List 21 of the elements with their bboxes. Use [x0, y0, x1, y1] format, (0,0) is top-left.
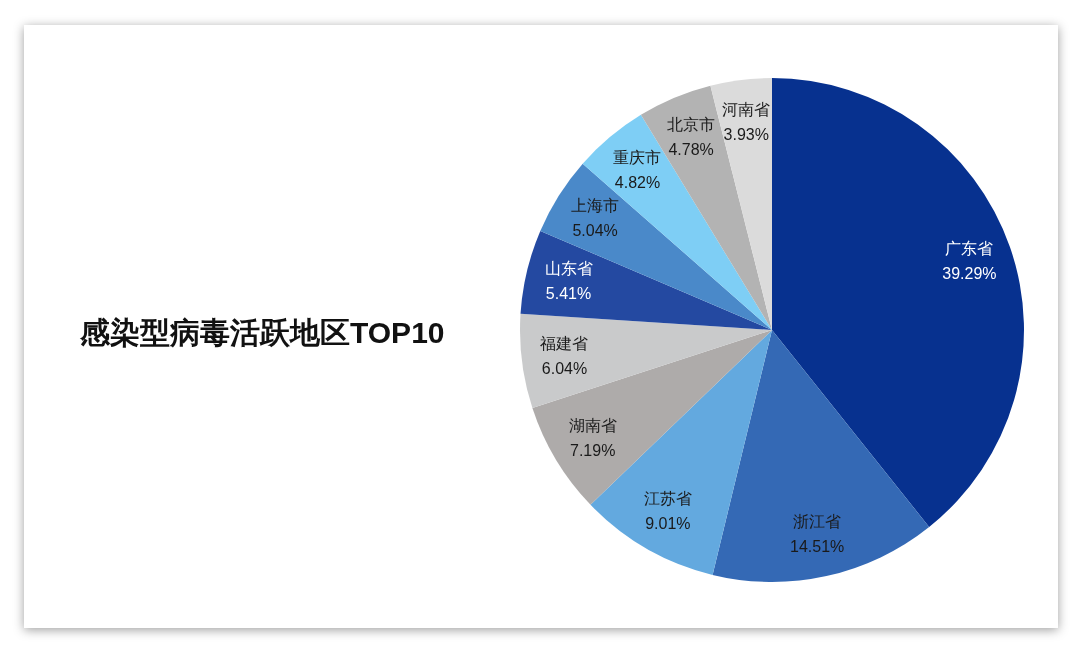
slice-label: 福建省 [540, 335, 589, 353]
data-label: 7.19% [570, 441, 616, 459]
slice-label: 湖南省 [568, 416, 617, 434]
data-label: 14.51% [790, 538, 845, 556]
data-label: 3.93% [723, 126, 769, 144]
slice-label: 重庆市 [613, 148, 662, 166]
data-label: 4.82% [614, 173, 661, 191]
slice-label: 浙江省 [793, 513, 842, 531]
data-label: 9.01% [645, 515, 691, 533]
slice-label: 江苏省 [643, 490, 692, 508]
data-label: 39.29% [942, 264, 997, 282]
data-label: 5.41% [545, 285, 592, 303]
slice-label: 山东省 [544, 260, 593, 278]
text: 感染型病毒活跃地区TOP10 [79, 315, 445, 349]
slice-label: 上海市 [571, 197, 620, 215]
slice-label: 广东省 [945, 239, 994, 257]
data-label: 6.04% [541, 360, 588, 378]
slice-label: 河南省 [722, 101, 771, 119]
data-label: 5.04% [572, 222, 618, 240]
slice-label: 北京市 [667, 116, 716, 134]
data-label: 4.78% [668, 141, 714, 159]
